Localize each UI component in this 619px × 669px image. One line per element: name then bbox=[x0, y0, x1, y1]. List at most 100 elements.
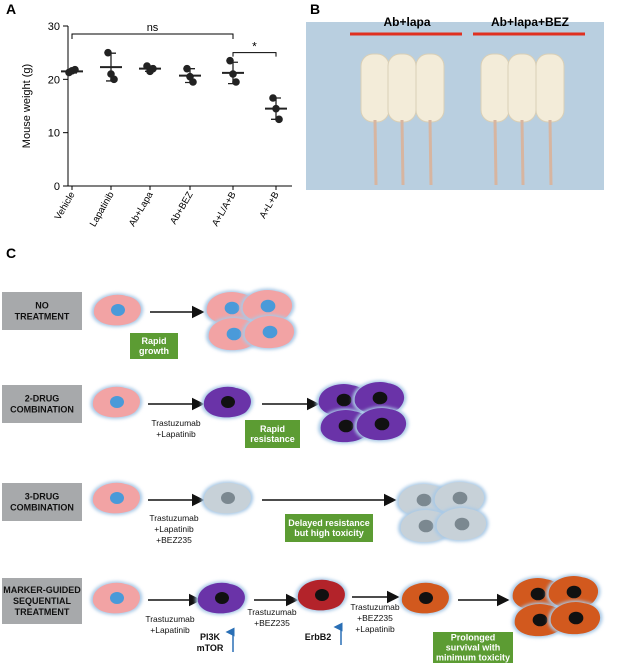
y-tick-label: 30 bbox=[48, 21, 60, 33]
data-point bbox=[110, 75, 118, 84]
marker-text: ErbB2 bbox=[305, 632, 332, 642]
photo-label: Ab+lapa bbox=[383, 15, 430, 29]
nucleus bbox=[338, 419, 354, 433]
outcome-box bbox=[285, 514, 373, 542]
y-axis-label: Mouse weight (g) bbox=[21, 64, 33, 148]
mouse-tail bbox=[428, 119, 433, 186]
outcome-box bbox=[130, 333, 178, 359]
diagram: NOTREATMENTRapidgrowth2-DRUGCOMBINATIONT… bbox=[2, 288, 603, 663]
nucleus bbox=[372, 391, 388, 405]
mouse-body bbox=[480, 53, 510, 123]
data-point bbox=[226, 56, 234, 65]
nucleus bbox=[452, 491, 468, 505]
nucleus bbox=[110, 492, 124, 504]
x-tick-label: A+L/A+B bbox=[210, 190, 239, 228]
panel-label: B bbox=[310, 1, 320, 17]
row-label-box bbox=[2, 292, 82, 330]
row-label: 3-DRUG bbox=[25, 492, 60, 502]
row-label: NO bbox=[35, 301, 49, 311]
outcome-text: Rapid bbox=[260, 424, 285, 434]
x-tick-label: Ab+BEZ bbox=[168, 190, 195, 227]
mouse-body bbox=[535, 53, 565, 123]
photo-label: Ab+lapa+BEZ bbox=[491, 15, 569, 29]
nucleus bbox=[336, 393, 352, 407]
outcome-text: minimum toxicity bbox=[436, 653, 510, 663]
x-tick-label: A+L+B bbox=[258, 190, 282, 221]
outcome-text: growth bbox=[139, 346, 169, 356]
row-label: SEQUENTIAL bbox=[13, 596, 72, 606]
nucleus bbox=[221, 396, 235, 408]
nucleus bbox=[374, 417, 390, 431]
drug-text: Trastuzumab bbox=[145, 614, 195, 624]
nucleus bbox=[418, 519, 434, 533]
outcome-text: Delayed resistance bbox=[288, 518, 370, 528]
nucleus bbox=[530, 587, 546, 601]
nucleus bbox=[416, 493, 432, 507]
nucleus bbox=[262, 325, 278, 339]
row-label-box bbox=[2, 483, 82, 521]
row-label: COMBINATION bbox=[10, 503, 74, 513]
marker-text: mTOR bbox=[197, 643, 224, 653]
nucleus bbox=[568, 611, 584, 625]
data-point bbox=[104, 48, 112, 57]
nucleus bbox=[419, 592, 433, 604]
nucleus bbox=[110, 396, 124, 408]
drug-text: +Lapatinib bbox=[156, 429, 196, 439]
x-tick-label: Ab+Lapa bbox=[127, 189, 156, 228]
annotation: * bbox=[252, 40, 257, 54]
data-point bbox=[189, 78, 197, 86]
drug-text: +Lapatinib bbox=[154, 524, 194, 534]
outcome-text: Prolonged bbox=[451, 633, 496, 643]
bracket bbox=[232, 52, 277, 57]
nucleus bbox=[111, 304, 125, 316]
drug-text: Trastuzumab bbox=[149, 513, 199, 523]
outcome-box bbox=[433, 632, 513, 663]
mouse-tail bbox=[400, 119, 405, 186]
nucleus bbox=[260, 299, 276, 313]
x-tick-label: Lapatinib bbox=[88, 190, 117, 229]
outcome-text: but high toxicity bbox=[294, 528, 364, 538]
row-label: TREATMENT bbox=[15, 312, 70, 322]
drug-text: +BEZ235 bbox=[357, 613, 393, 623]
nucleus bbox=[454, 517, 470, 531]
nucleus bbox=[110, 592, 124, 604]
nucleus bbox=[315, 589, 329, 601]
drug-text: +Lapatinib bbox=[150, 625, 190, 635]
outcome-text: resistance bbox=[250, 434, 295, 444]
drug-text: Trastuzumab bbox=[151, 418, 201, 428]
panel-label: A bbox=[6, 1, 16, 17]
data-point bbox=[229, 70, 237, 78]
nucleus bbox=[566, 585, 582, 599]
nucleus bbox=[226, 327, 242, 341]
row-label-box bbox=[2, 385, 82, 423]
annotation: ns bbox=[147, 22, 159, 34]
row-label: 2-DRUG bbox=[25, 394, 60, 404]
outcome-box bbox=[245, 420, 300, 448]
mouse-body bbox=[360, 53, 390, 123]
nucleus bbox=[221, 492, 235, 504]
nucleus bbox=[215, 592, 229, 604]
row-label: MARKER-GUIDED bbox=[3, 585, 81, 595]
data-point bbox=[272, 104, 280, 113]
bracket bbox=[71, 33, 234, 39]
drug-text: +BEZ235 bbox=[156, 535, 192, 545]
outcome-text: survival with bbox=[446, 643, 501, 653]
nucleus bbox=[224, 301, 240, 315]
outcome-text: Rapid bbox=[141, 336, 166, 346]
row-label: COMBINATION bbox=[10, 405, 74, 415]
drug-text: +BEZ235 bbox=[254, 618, 290, 628]
data-point bbox=[275, 115, 283, 124]
row-label: TREATMENT bbox=[15, 607, 70, 617]
mouse-tail bbox=[373, 119, 378, 186]
drug-text: +Lapatinib bbox=[355, 624, 395, 634]
row-label-box bbox=[2, 578, 82, 624]
mouse-body bbox=[507, 53, 537, 123]
mouse-body bbox=[387, 53, 417, 123]
drug-text: Trastuzumab bbox=[247, 607, 297, 617]
chart: 0 10 20 30 Mouse weight (g) Vehicle Lapatinib A… bbox=[21, 21, 292, 229]
nucleus bbox=[532, 613, 548, 627]
data-point bbox=[269, 94, 277, 102]
mouse-tail bbox=[548, 119, 553, 186]
y-tick-label: 10 bbox=[48, 128, 60, 140]
